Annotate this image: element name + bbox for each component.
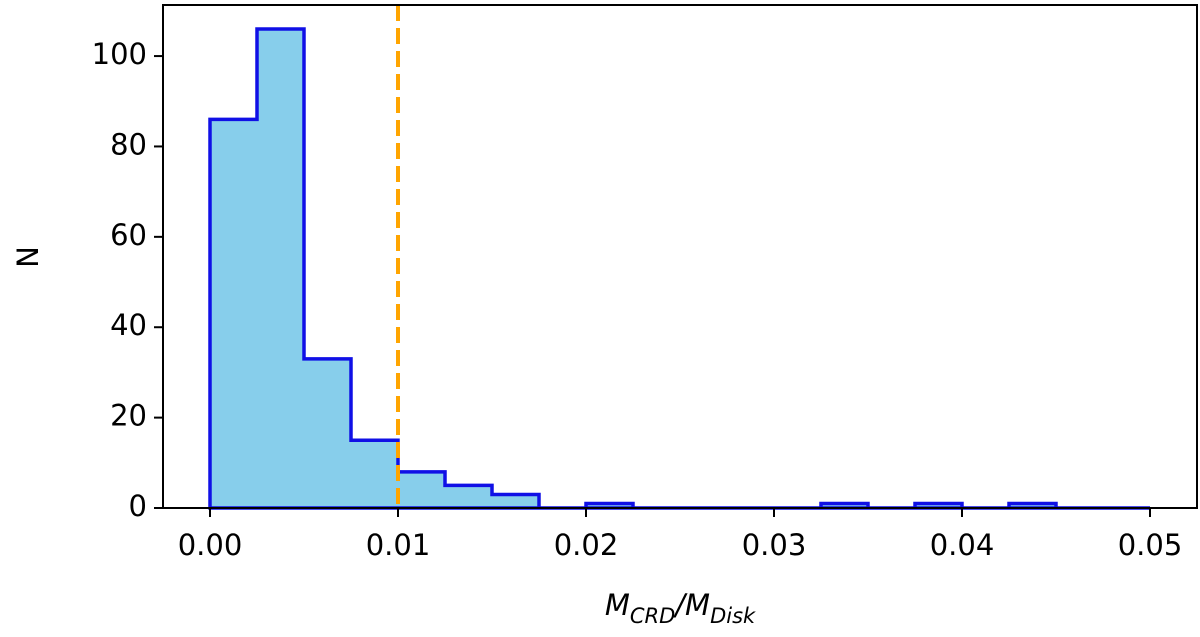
bar <box>257 28 304 508</box>
y-tick-label: 100 <box>92 37 147 71</box>
bar <box>586 503 633 508</box>
x-tick-label: 0.04 <box>930 528 995 562</box>
bar <box>915 503 962 508</box>
y-tick-label: 60 <box>110 218 147 252</box>
y-tick-label: 40 <box>110 308 147 342</box>
x-tick-label: 0.02 <box>554 528 619 562</box>
x-label-part: M <box>605 588 630 622</box>
bar <box>492 494 539 508</box>
x-label-part: /M <box>672 588 710 622</box>
y-axis-label: N <box>11 246 45 268</box>
x-label-part: CRD <box>630 604 675 628</box>
bar <box>398 471 445 508</box>
x-tick-label: 0.01 <box>366 528 431 562</box>
y-tick-label: 0 <box>129 489 147 523</box>
bar <box>821 503 868 508</box>
x-axis-label: MCRD/MDisk <box>605 588 756 628</box>
x-tick-label: 0.00 <box>178 528 243 562</box>
x-label-part: Disk <box>710 604 756 628</box>
axes-frame <box>162 4 1198 509</box>
bar <box>304 358 351 508</box>
bar <box>445 485 492 508</box>
bar <box>351 440 398 508</box>
histogram-outline <box>208 27 1150 510</box>
x-tick-label: 0.03 <box>742 528 807 562</box>
y-tick-label: 20 <box>110 399 147 433</box>
bar <box>1009 503 1056 508</box>
bar <box>210 119 257 509</box>
y-tick-label: 80 <box>110 127 147 161</box>
x-tick-label: 0.05 <box>1118 528 1183 562</box>
